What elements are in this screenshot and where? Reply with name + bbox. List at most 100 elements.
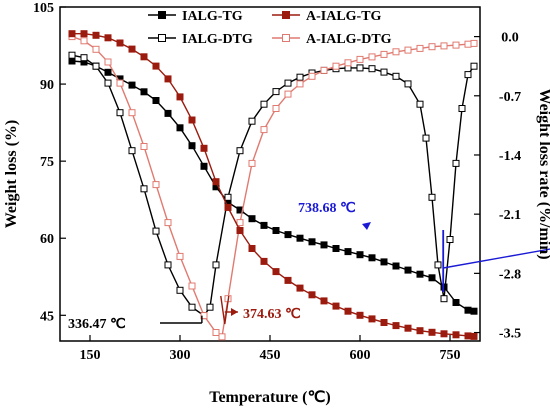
data-point bbox=[140, 53, 148, 61]
data-point bbox=[440, 295, 448, 303]
legend-label: IALG-DTG bbox=[182, 32, 253, 47]
data-point bbox=[68, 57, 76, 65]
data-point bbox=[320, 66, 328, 74]
data-point bbox=[260, 100, 268, 108]
data-point bbox=[68, 30, 76, 38]
data-point bbox=[200, 312, 208, 320]
data-point bbox=[368, 65, 376, 73]
annotation-label: 374.63 ℃ bbox=[243, 307, 301, 322]
x-tick-label: 450 bbox=[260, 348, 281, 363]
annotation-label: 336.47 ℃ bbox=[68, 317, 126, 332]
data-point bbox=[380, 319, 388, 326]
data-point bbox=[308, 238, 316, 246]
data-point bbox=[260, 126, 268, 134]
data-point bbox=[446, 236, 454, 243]
data-point bbox=[236, 147, 244, 155]
data-point bbox=[320, 241, 328, 249]
data-point bbox=[458, 105, 466, 112]
data-point bbox=[464, 71, 472, 79]
data-point bbox=[392, 262, 400, 270]
data-point bbox=[248, 245, 256, 252]
data-point bbox=[296, 284, 304, 292]
series-layer bbox=[68, 30, 478, 341]
data-point bbox=[236, 219, 244, 227]
legend-label: IALG-TG bbox=[182, 9, 243, 24]
annotation-marker bbox=[220, 295, 230, 325]
data-point bbox=[68, 51, 76, 59]
data-point bbox=[434, 261, 442, 269]
data-point bbox=[356, 55, 364, 63]
y-right-tick-label: 0.0 bbox=[501, 31, 519, 46]
data-point bbox=[224, 193, 232, 201]
data-point bbox=[260, 257, 268, 265]
data-point bbox=[452, 159, 460, 167]
data-point bbox=[164, 75, 172, 83]
data-point bbox=[80, 54, 88, 62]
data-point bbox=[188, 303, 196, 311]
data-point bbox=[152, 62, 160, 70]
data-point bbox=[470, 62, 478, 70]
data-point bbox=[332, 302, 340, 310]
data-point bbox=[176, 286, 184, 294]
legend-marker bbox=[282, 34, 290, 42]
data-point bbox=[368, 315, 376, 323]
data-point bbox=[200, 162, 208, 170]
x-axis-title: Temperature (℃) bbox=[209, 389, 331, 406]
data-point bbox=[212, 329, 220, 336]
data-point bbox=[188, 142, 196, 150]
x-tick-label: 750 bbox=[440, 348, 461, 363]
data-point bbox=[116, 79, 124, 87]
data-point bbox=[344, 59, 352, 67]
data-point bbox=[470, 39, 478, 47]
plot-frame bbox=[59, 6, 481, 342]
data-point bbox=[188, 282, 196, 290]
data-point bbox=[332, 245, 340, 252]
series-ialg-tg bbox=[68, 57, 478, 315]
data-point bbox=[248, 159, 256, 167]
legend-marker bbox=[282, 11, 290, 19]
data-point bbox=[272, 88, 280, 96]
data-point bbox=[140, 88, 148, 96]
y-left-tick-label: 75 bbox=[40, 155, 54, 170]
data-point bbox=[296, 80, 304, 88]
data-point bbox=[308, 72, 316, 80]
data-point bbox=[422, 134, 430, 142]
arrow-head bbox=[231, 308, 238, 316]
data-point bbox=[176, 252, 184, 260]
data-point bbox=[404, 324, 412, 332]
axis-ticks: 150 300 450 600 750 45 60 75 90 105 0.0 -0.7 -1.4 -2.… bbox=[33, 1, 521, 363]
data-point bbox=[206, 303, 214, 311]
data-point bbox=[164, 219, 172, 227]
series-line bbox=[71, 54, 475, 317]
data-point bbox=[128, 81, 136, 89]
data-point bbox=[284, 231, 292, 239]
y-left-tick-label: 60 bbox=[40, 232, 54, 247]
data-point bbox=[332, 62, 340, 70]
annotation-layer: 336.47 ℃ 374.63 ℃ 738.68 ℃ bbox=[68, 201, 550, 332]
data-point bbox=[128, 45, 136, 53]
data-point bbox=[272, 268, 280, 276]
y-left-tick-label: 45 bbox=[40, 309, 54, 324]
data-point bbox=[104, 68, 112, 76]
data-point bbox=[296, 73, 304, 81]
data-point bbox=[356, 311, 364, 319]
data-point bbox=[272, 105, 280, 112]
data-point bbox=[80, 30, 88, 38]
data-point bbox=[416, 44, 424, 52]
data-point bbox=[152, 97, 160, 104]
data-point bbox=[356, 64, 364, 72]
data-point bbox=[104, 79, 112, 87]
annotation-label: 738.68 ℃ bbox=[298, 201, 356, 216]
data-point bbox=[404, 46, 412, 54]
data-point bbox=[428, 193, 436, 201]
series-line bbox=[72, 33, 475, 338]
data-point bbox=[218, 333, 226, 341]
data-point bbox=[104, 58, 112, 66]
series-a-ialg-dtg bbox=[68, 33, 478, 341]
data-point bbox=[464, 332, 472, 340]
data-point bbox=[464, 40, 472, 48]
data-point bbox=[248, 117, 256, 125]
data-point bbox=[428, 274, 436, 282]
data-point bbox=[92, 31, 100, 39]
